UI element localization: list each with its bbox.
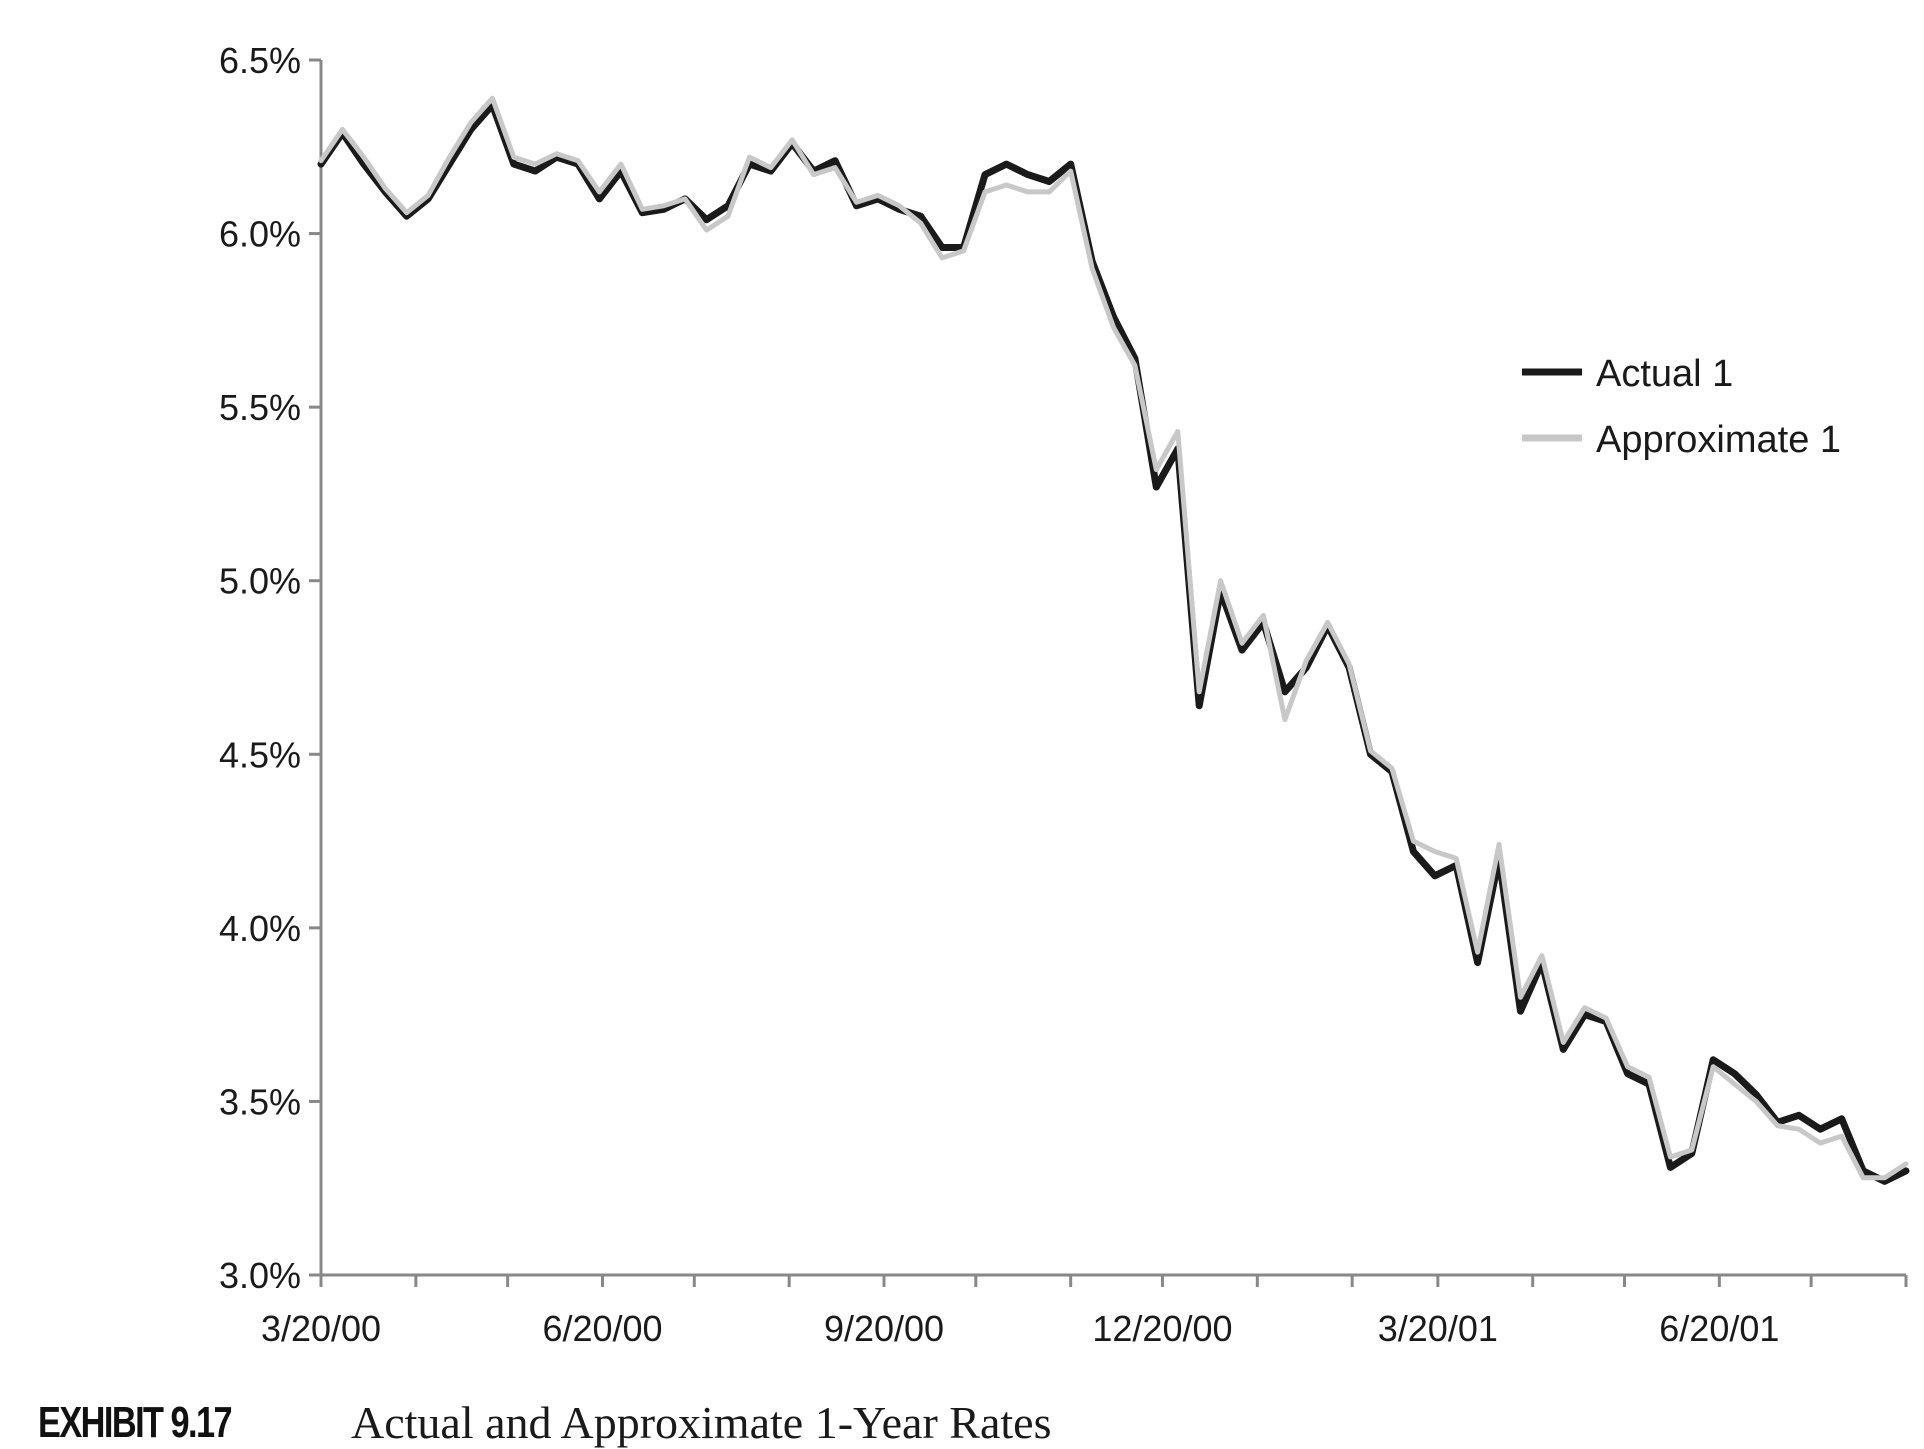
y-tick-label: 3.0% — [219, 1255, 301, 1296]
x-tick-label: 3/20/00 — [261, 1308, 381, 1349]
y-tick-label: 3.5% — [219, 1081, 301, 1122]
x-axis: 3/20/00 6/20/00 9/20/00 12/20/00 3/20/01 6/20… — [261, 1273, 1908, 1349]
y-axis: 3.0% 3.5% 4.0% 4.5% 5.0% 5.5% 6.0% 6.5% — [219, 40, 323, 1296]
y-tick-label: 6.0% — [219, 214, 301, 255]
legend-label: Actual 1 — [1596, 353, 1733, 395]
y-tick-label: 4.0% — [219, 908, 301, 949]
x-tick-label: 12/20/00 — [1092, 1308, 1232, 1349]
x-tick-label: 3/20/01 — [1378, 1308, 1498, 1349]
x-tick-label: 6/20/01 — [1659, 1308, 1779, 1349]
y-tick-label: 4.5% — [219, 734, 301, 775]
series-lines — [317, 95, 1910, 1185]
series-line-approximate — [318, 95, 1909, 1181]
legend-label: Approximate 1 — [1596, 419, 1841, 461]
y-tick-label: 5.5% — [219, 387, 301, 428]
y-tick-label: 5.0% — [219, 561, 301, 602]
legend: Actual 1 Approximate 1 — [1522, 353, 1841, 461]
x-tick-label: 9/20/00 — [824, 1308, 944, 1349]
y-tick-label: 6.5% — [219, 40, 301, 81]
series-line-actual — [317, 101, 1910, 1185]
exhibit-title: Actual and Approximate 1-Year Rates — [351, 1397, 1052, 1448]
x-tick-label: 6/20/00 — [542, 1308, 662, 1349]
exhibit-label: EXHIBIT 9.17 — [38, 1398, 233, 1447]
